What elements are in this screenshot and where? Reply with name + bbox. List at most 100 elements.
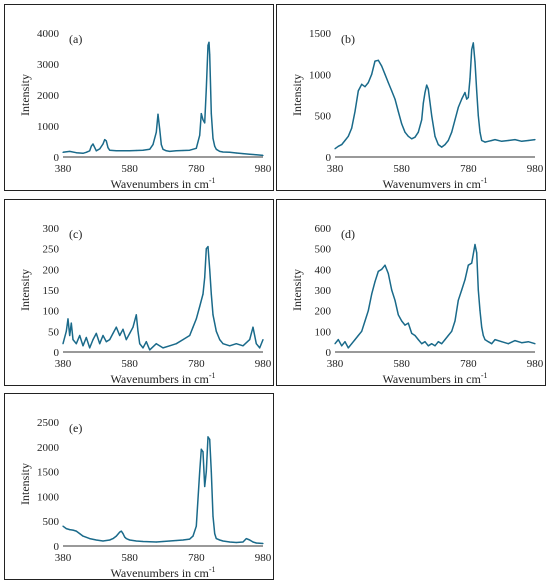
data-point — [374, 60, 376, 62]
data-point — [249, 539, 251, 541]
data-point — [507, 343, 509, 345]
data-point — [467, 96, 469, 99]
data-point — [479, 310, 481, 312]
data-point — [514, 139, 516, 141]
data-point — [82, 535, 84, 537]
y-tick-label: 100 — [315, 326, 332, 338]
series-line — [334, 243, 536, 349]
y-tick-label: 250 — [43, 244, 60, 256]
data-point — [135, 540, 137, 542]
data-point — [447, 334, 449, 337]
data-point — [394, 98, 396, 100]
data-point — [527, 139, 529, 142]
data-point — [222, 151, 224, 153]
data-point — [125, 537, 127, 540]
data-point — [119, 334, 121, 337]
data-point — [214, 533, 216, 535]
data-point — [102, 334, 104, 337]
data-point — [484, 339, 486, 341]
data-point — [347, 135, 349, 137]
data-point — [155, 131, 157, 133]
y-tick-label: 200 — [43, 264, 60, 276]
data-point — [82, 345, 84, 347]
data-point — [235, 541, 237, 544]
y-tick-label: 150 — [43, 285, 60, 297]
x-axis-label: Wavenumbers in cm-1 — [110, 565, 215, 580]
data-point — [474, 243, 476, 246]
data-point — [364, 86, 366, 88]
chart-b-svg: (b) 0 500 1000 1500 380 580 780 980 Intensity Wave… — [290, 28, 544, 191]
data-point — [195, 318, 197, 320]
data-point — [477, 289, 479, 291]
data-point — [208, 41, 210, 43]
chart-panel-d: (d) 0 100 200 300 400 500 600 380 580 780 980 Intens… — [276, 199, 546, 386]
data-point — [361, 83, 363, 85]
data-point — [209, 54, 211, 56]
data-point — [401, 320, 403, 322]
x-tick-label: 980 — [255, 163, 272, 175]
x-axis-label: Wavenumbers in cm-1 — [110, 176, 215, 191]
data-point — [534, 139, 536, 141]
data-point — [469, 77, 471, 80]
data-point — [424, 91, 426, 94]
data-point — [212, 515, 214, 517]
data-point — [209, 438, 211, 440]
data-point — [205, 471, 207, 473]
data-point — [95, 150, 97, 152]
data-point — [491, 139, 493, 142]
data-point — [417, 339, 419, 341]
y-tick-label: 0 — [326, 152, 332, 164]
data-point — [437, 144, 439, 146]
data-point — [195, 147, 197, 149]
data-point — [467, 264, 469, 266]
data-point — [200, 448, 202, 450]
x-axis-label-text: Wavenumbers in cm — [110, 566, 209, 580]
data-point — [92, 143, 94, 145]
y-tick-label: 0 — [54, 152, 60, 164]
data-point — [476, 90, 478, 92]
series-line — [62, 436, 264, 545]
y-tick-label: 600 — [315, 223, 332, 235]
x-tick-label: 380 — [327, 358, 344, 370]
data-point — [474, 61, 476, 63]
data-point — [521, 140, 523, 142]
x-axis-label-sup: -1 — [209, 565, 216, 574]
data-point — [85, 336, 87, 339]
data-point — [62, 343, 64, 345]
data-point — [155, 541, 157, 543]
data-point — [354, 110, 356, 113]
data-point — [397, 110, 399, 113]
data-point — [142, 540, 144, 543]
data-point — [122, 150, 124, 152]
data-point — [457, 106, 459, 108]
data-point — [92, 339, 94, 341]
data-point — [102, 143, 104, 145]
data-point — [341, 345, 343, 347]
data-point — [182, 339, 184, 341]
data-point — [421, 343, 423, 345]
data-point — [422, 102, 424, 104]
x-tick-label: 980 — [527, 163, 544, 175]
data-point — [259, 347, 261, 349]
series-line — [334, 42, 536, 150]
data-point — [384, 73, 386, 75]
data-point — [219, 150, 221, 153]
data-point — [72, 529, 74, 531]
x-tick-label: 580 — [393, 358, 410, 370]
panel-label: (b) — [341, 32, 355, 46]
series-line — [62, 41, 264, 157]
data-point — [411, 138, 413, 140]
data-point — [471, 262, 473, 264]
data-point — [235, 152, 237, 154]
data-point — [464, 91, 466, 94]
x-tick-label: 380 — [55, 552, 72, 564]
x-axis-label-sup: -1 — [209, 176, 216, 185]
panel-label: (a) — [69, 32, 82, 46]
data-point — [105, 140, 107, 142]
data-point — [377, 270, 379, 272]
data-point — [466, 98, 468, 100]
data-point — [344, 341, 346, 343]
data-point — [252, 541, 254, 543]
chart-panel-c: (c) 0 50 100 150 200 250 300 380 580 780 980 Intensi… — [4, 199, 274, 386]
data-point — [195, 525, 197, 527]
